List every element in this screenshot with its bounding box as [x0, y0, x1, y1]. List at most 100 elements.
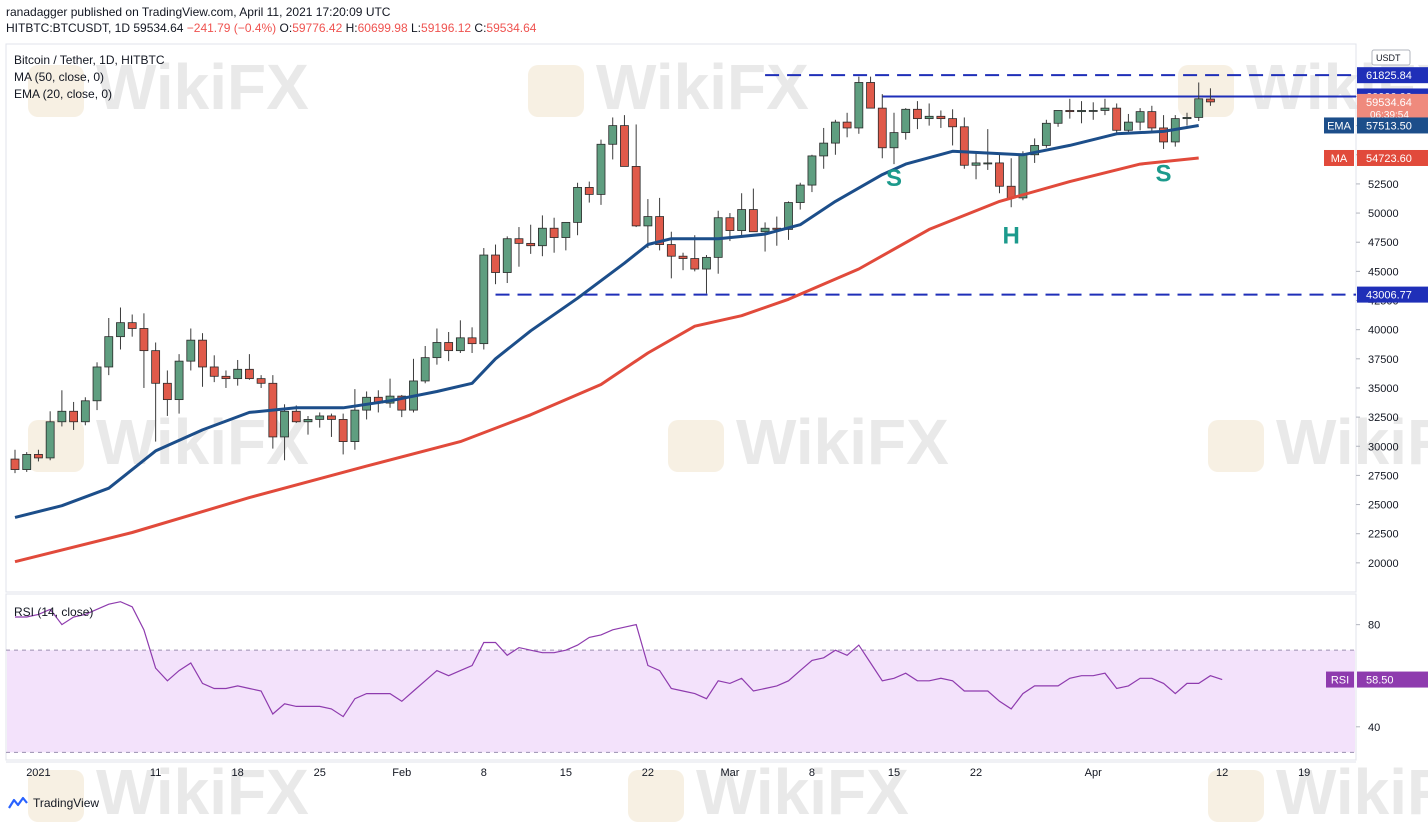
- candle-body: [561, 221, 571, 238]
- x-tick-label: Feb: [392, 767, 411, 779]
- y-tick-label: 45000: [1368, 266, 1399, 278]
- candle-body: [737, 209, 747, 231]
- candle-body: [1077, 110, 1086, 113]
- watermark-text: WikiFX: [96, 51, 309, 123]
- candle-body: [866, 82, 875, 109]
- close-value: 59534.64: [486, 21, 537, 35]
- rsi-name-label: RSI: [1331, 675, 1349, 687]
- currency-label: USDT: [1376, 53, 1401, 63]
- watermark-logo-icon: [28, 770, 84, 822]
- watermark-text: WikiFX: [96, 756, 309, 823]
- rsi-pane-frame: [5, 593, 1357, 761]
- rsi-value-label: 58.50: [1366, 675, 1394, 687]
- candle-body: [186, 339, 196, 362]
- candle-body: [92, 366, 102, 402]
- ma-line: [14, 156, 1199, 564]
- candle-body: [162, 382, 172, 401]
- watermark-logo-icon: [628, 770, 684, 822]
- open-value: 59776.42: [292, 21, 343, 35]
- candle-body: [1065, 110, 1075, 113]
- candle-body: [889, 132, 899, 149]
- candle-body: [526, 242, 536, 247]
- y-tick-label: 40000: [1368, 325, 1399, 337]
- indicator-value-tag: [1357, 117, 1428, 134]
- candle-body: [127, 322, 137, 329]
- candle-body: [877, 107, 887, 149]
- candle-body: [350, 409, 360, 442]
- x-tick-label: 15: [560, 767, 572, 779]
- candle-body: [678, 255, 688, 259]
- x-tick-label: 15: [888, 767, 900, 779]
- candle-body: [995, 162, 1004, 187]
- candle-body: [174, 360, 184, 401]
- last-price-tag: [1357, 93, 1428, 120]
- last-price: 59534.64: [133, 21, 184, 35]
- y-tick-label: 20000: [1368, 558, 1399, 570]
- candle-body: [327, 415, 336, 420]
- candle-body: [1018, 154, 1028, 199]
- watermark-text: WikiFX: [1276, 406, 1428, 478]
- candle-body: [807, 155, 817, 186]
- candle-body: [784, 202, 793, 230]
- last-price-label: 59534.64: [1366, 97, 1412, 109]
- candle-body: [596, 143, 606, 195]
- rsi-y-tick-label: 80: [1368, 620, 1380, 632]
- candle-body: [1053, 110, 1063, 124]
- open-label: O:: [279, 21, 293, 35]
- candle-body: [643, 216, 653, 227]
- candle-body: [69, 410, 78, 423]
- level-tag-label: 43006.77: [1366, 290, 1412, 302]
- indicator-name-tag: [1324, 149, 1354, 166]
- watermark-logo-icon: [28, 420, 84, 472]
- published-line: ranadagger published on TradingView.com,…: [6, 5, 391, 19]
- x-tick-label: 8: [481, 767, 487, 779]
- x-tick-label: Mar: [720, 767, 739, 779]
- candle-body: [479, 254, 489, 345]
- x-tick-label: 11: [150, 767, 161, 779]
- candle-body: [139, 328, 149, 352]
- candle-body: [10, 458, 20, 470]
- level-tag-label: 61825.84: [1366, 70, 1412, 82]
- rsi-band: [7, 650, 1355, 753]
- candle-body: [795, 184, 805, 203]
- candle-body: [315, 415, 325, 420]
- y-tick-label: 32500: [1368, 412, 1399, 424]
- candle-body: [1206, 98, 1215, 103]
- watermark-text: WikiFX: [1276, 756, 1428, 823]
- candle-body: [983, 162, 993, 165]
- candle-body: [936, 115, 946, 120]
- level-tag: [1357, 286, 1428, 303]
- indicator-name-tag: [1324, 117, 1354, 134]
- candle-body: [702, 256, 711, 270]
- watermark-logo-icon: [1208, 770, 1264, 822]
- indicator-value-tag: [1357, 149, 1428, 166]
- candle-body: [338, 419, 348, 442]
- candle-body: [432, 342, 442, 359]
- y-tick-label: 52500: [1368, 179, 1399, 191]
- candle-body: [819, 142, 829, 157]
- y-tick-label: 27500: [1368, 470, 1399, 482]
- watermark-logo-icon: [1178, 65, 1234, 117]
- watermark-logo-icon: [1208, 420, 1264, 472]
- candle-body: [34, 454, 43, 459]
- ohlc-line: HITBTC:BTCUSDT, 1D 59534.64 −241.79 (−0.…: [6, 20, 536, 36]
- countdown-label: 06:39:54: [1370, 110, 1409, 121]
- candle-body: [1041, 122, 1051, 146]
- legend-rsi: RSI (14, close): [14, 605, 94, 619]
- pattern-label: S: [1156, 161, 1172, 188]
- candle-body: [1182, 117, 1192, 120]
- candle-body: [303, 419, 313, 423]
- candle-body: [444, 342, 454, 352]
- x-tick-label: Apr: [1085, 767, 1102, 779]
- candle-body: [1159, 127, 1168, 143]
- footer: TradingView: [8, 796, 99, 810]
- rsi-line: [15, 601, 1223, 718]
- y-tick-label: 22500: [1368, 529, 1399, 541]
- candle-body: [491, 254, 500, 273]
- watermark-logo-icon: [668, 420, 724, 472]
- x-tick-label: 2021: [26, 767, 50, 779]
- candle-body: [1147, 111, 1157, 129]
- candle-body: [209, 366, 219, 377]
- x-tick-label: 19: [1298, 767, 1310, 779]
